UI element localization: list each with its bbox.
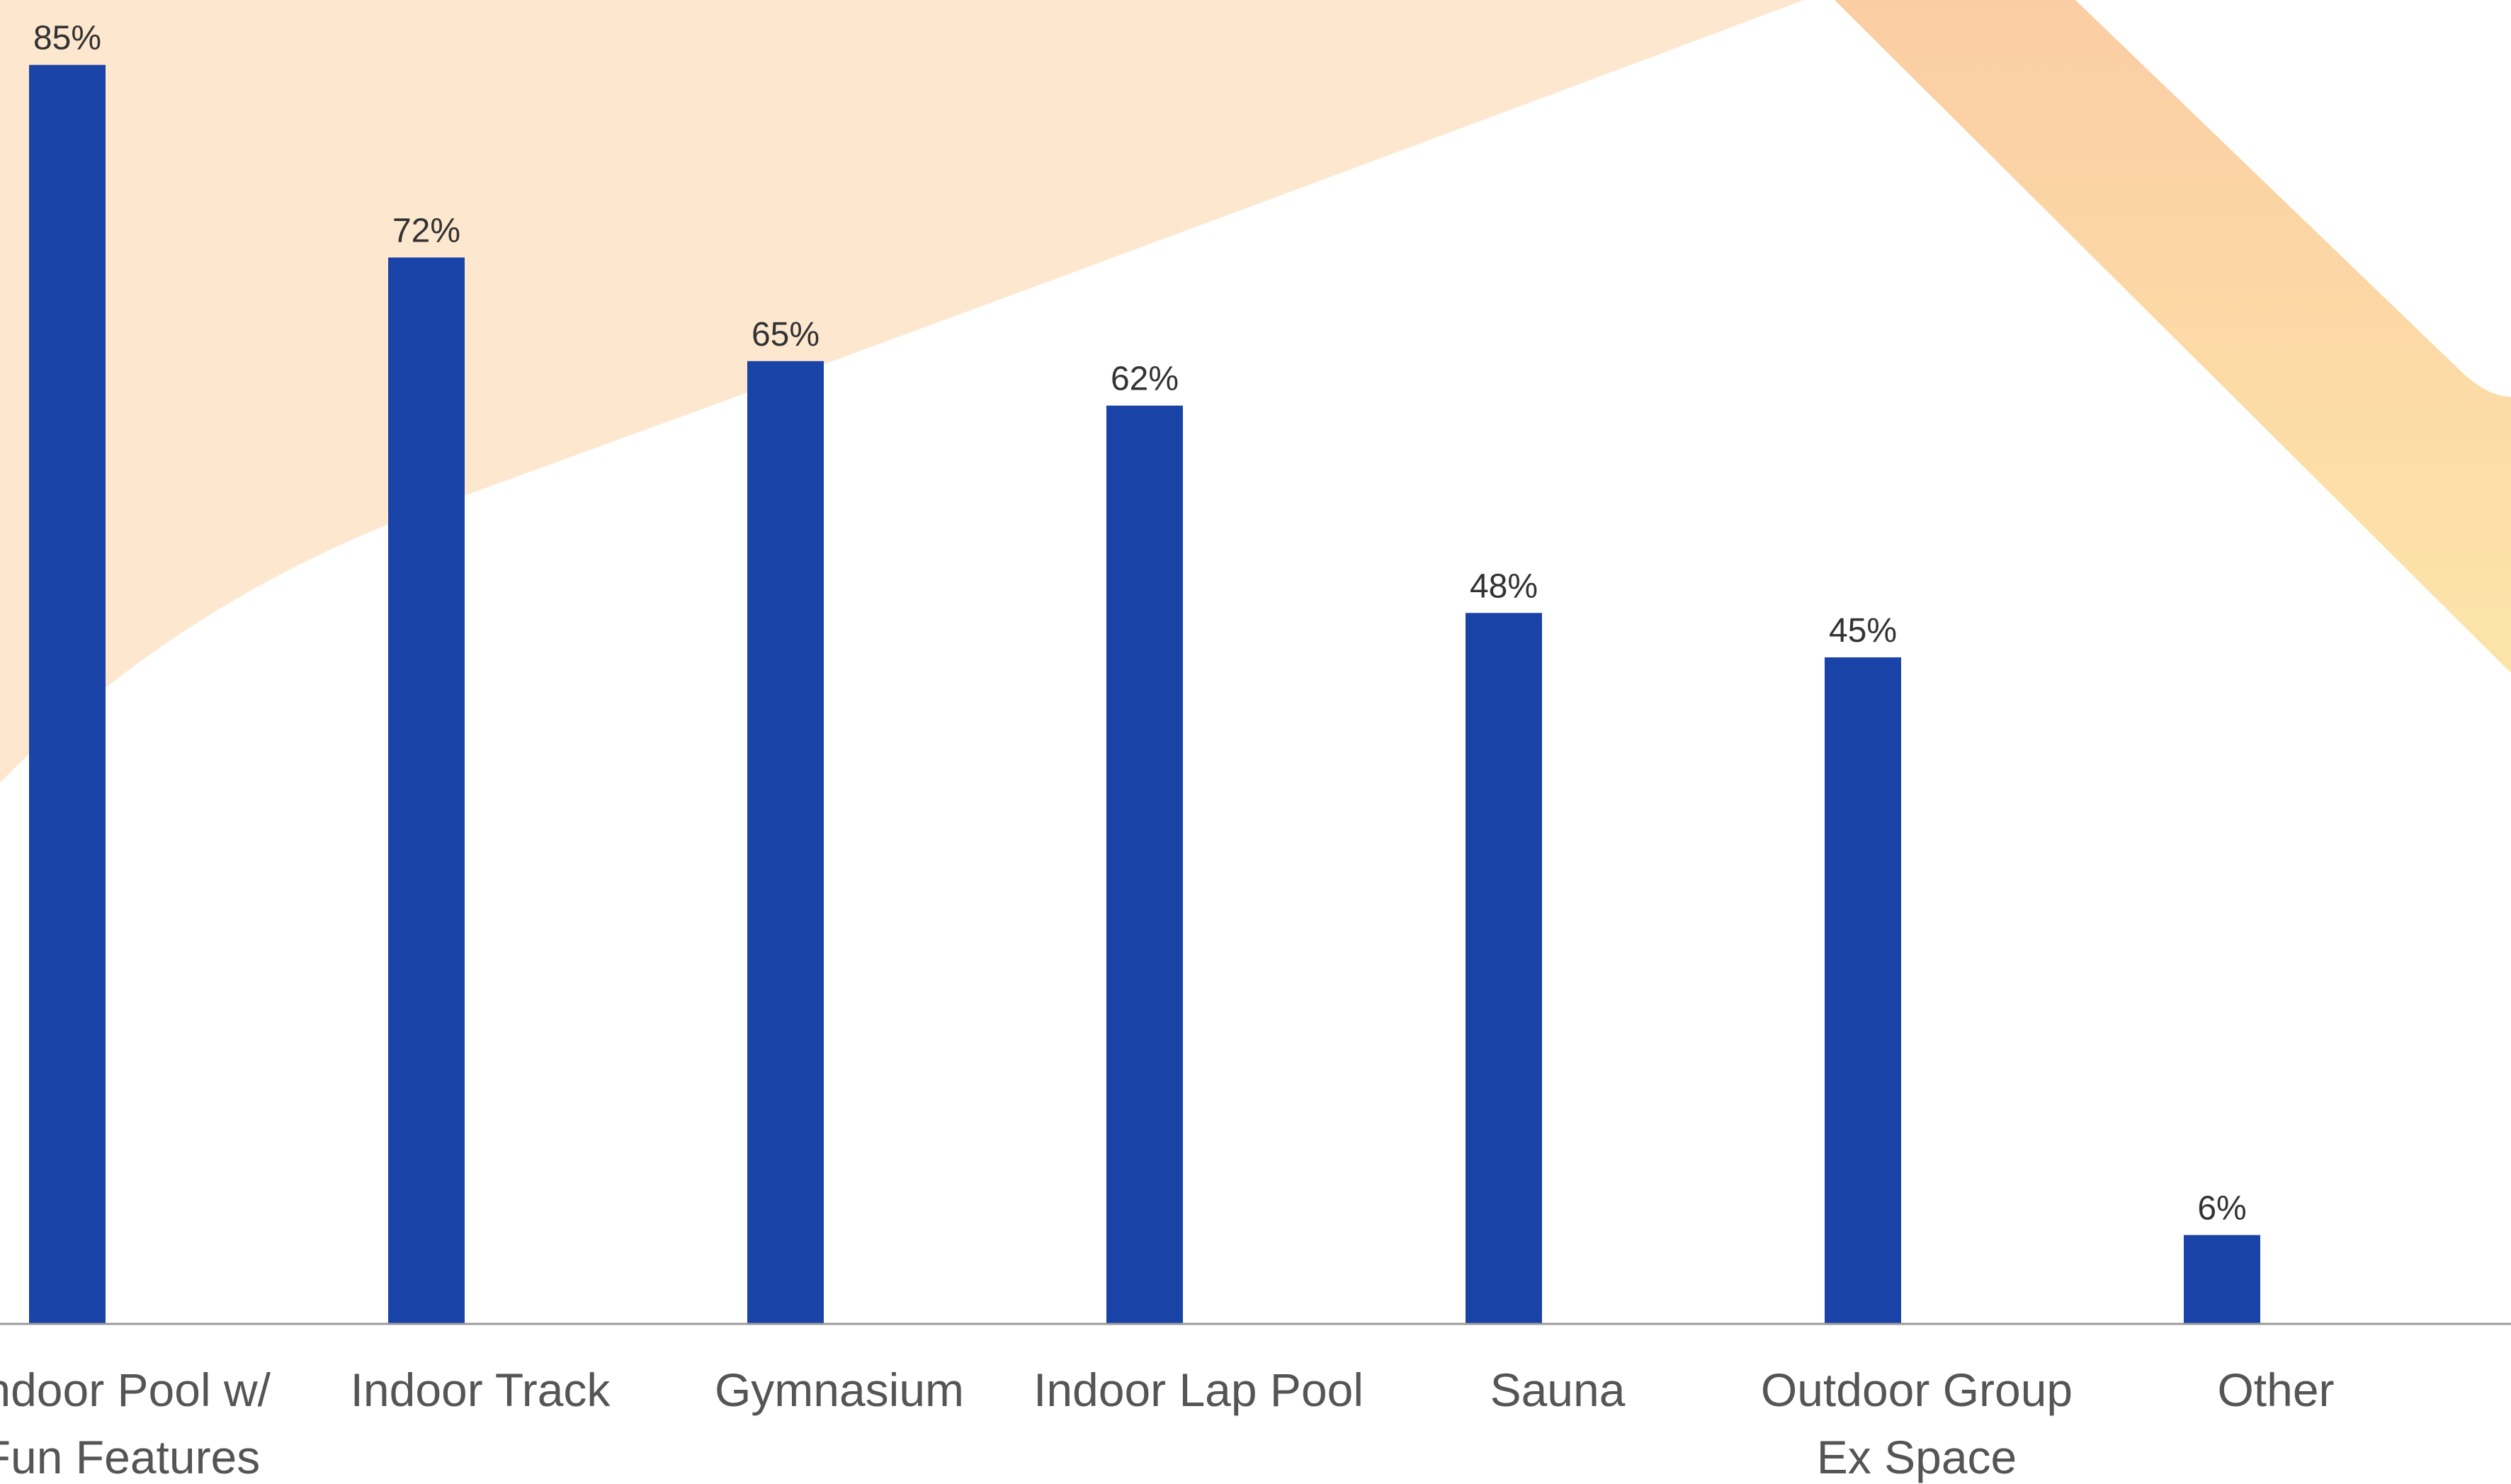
bar-value-label: 85% [33,20,101,57]
category-label: Indoor Pool w/ [0,1364,271,1416]
bar-value-label: 62% [1111,361,1179,398]
bar [747,361,824,1324]
category-label: Indoor Lap Pool [1033,1364,1364,1416]
background-band [0,0,1804,783]
bar-value-label: 65% [752,316,820,353]
category-label: Fun Features [0,1431,260,1483]
bar-value-label: 6% [2197,1190,2246,1228]
bar-value-label: 45% [1829,612,1897,650]
bar [29,64,106,1325]
bar [2184,1235,2260,1324]
bar [1106,405,1183,1324]
bar [1825,657,1901,1324]
bar [1466,613,1542,1324]
bar-value-label: 72% [392,213,460,250]
category-label: Outdoor Group [1761,1364,2073,1416]
labels-layer: 85% Indoor Pool w/Fun Features 72% Indoor T… [0,20,2335,1483]
category-label: Ex Space [1817,1431,2017,1483]
background-stripe [1835,0,2511,673]
bar [388,257,465,1324]
category-label: Sauna [1490,1364,1626,1416]
bar-value-label: 48% [1470,567,1538,605]
category-label: Gymnasium [715,1364,964,1416]
category-label: Other [2217,1364,2334,1416]
category-label: Indoor Track [351,1364,611,1416]
bars-layer [29,64,2260,1325]
